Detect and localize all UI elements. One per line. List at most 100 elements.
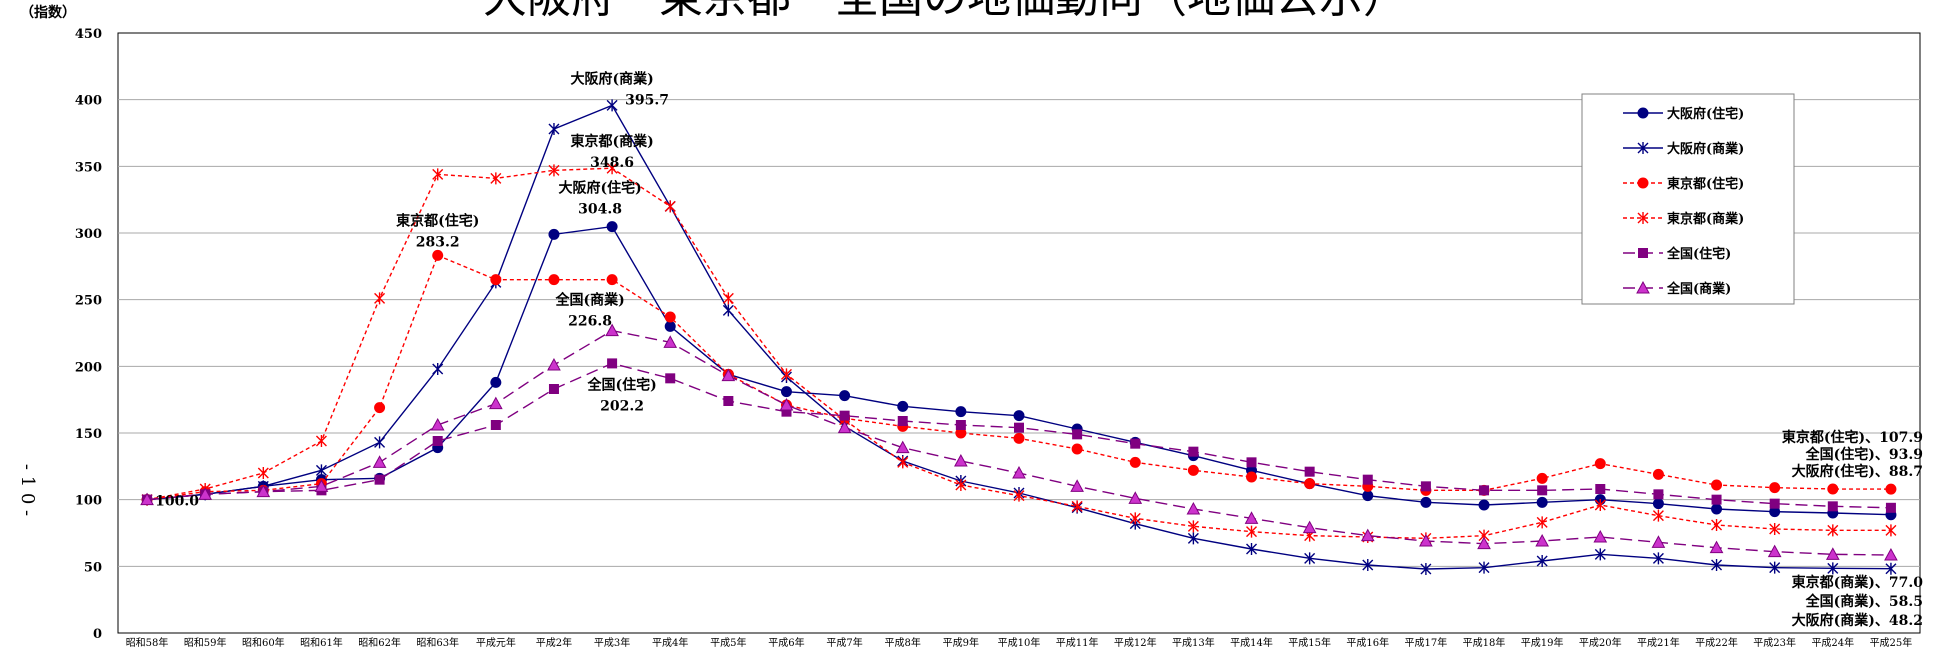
data-point bbox=[490, 172, 502, 185]
data-point bbox=[488, 396, 503, 410]
end-label: 東京都(住宅)、107.9 bbox=[1782, 429, 1923, 446]
y-tick-label: 50 bbox=[84, 560, 102, 575]
data-label: 東京都(商業) bbox=[570, 133, 653, 150]
data-point bbox=[1709, 540, 1724, 554]
legend-marker bbox=[1636, 280, 1650, 294]
data-point bbox=[1304, 552, 1316, 565]
data-point bbox=[1246, 471, 1258, 483]
data-point bbox=[839, 390, 851, 402]
data-point bbox=[723, 396, 734, 406]
data-point bbox=[664, 311, 676, 323]
x-tick-label: 平成14年 bbox=[1230, 636, 1273, 649]
end-label: 大阪府(商業)、48.2 bbox=[1792, 612, 1923, 629]
plot-frame bbox=[117, 32, 1921, 634]
data-point bbox=[779, 397, 794, 411]
data-point bbox=[547, 357, 561, 371]
data-label: 大阪府(住宅) bbox=[558, 180, 641, 197]
data-label: 全国(住宅) bbox=[586, 376, 656, 393]
data-point bbox=[1188, 446, 1199, 457]
data-point bbox=[721, 368, 736, 382]
x-tick-label: 平成5年 bbox=[710, 636, 746, 649]
data-point bbox=[1536, 496, 1548, 508]
data-point bbox=[1186, 501, 1201, 515]
data-point bbox=[548, 228, 560, 240]
legend-marker bbox=[1638, 248, 1648, 258]
data-point bbox=[1246, 525, 1258, 538]
data-point bbox=[1477, 536, 1491, 550]
y-tick-label: 400 bbox=[75, 94, 102, 109]
x-tick-label: 平成7年 bbox=[826, 636, 862, 649]
data-point bbox=[606, 274, 618, 286]
data-point bbox=[374, 474, 385, 485]
data-point bbox=[1593, 529, 1608, 543]
x-tick-label: 昭和62年 bbox=[358, 636, 401, 649]
data-point bbox=[780, 368, 792, 381]
data-point bbox=[1711, 503, 1723, 515]
y-axis-label: （指数） bbox=[20, 4, 76, 21]
data-point bbox=[1769, 561, 1781, 574]
data-point bbox=[1072, 429, 1083, 440]
x-tick-label: 昭和63年 bbox=[416, 636, 459, 649]
x-tick-label: 平成25年 bbox=[1870, 636, 1913, 649]
data-label: 348.6 bbox=[590, 155, 634, 171]
data-point bbox=[1652, 509, 1664, 522]
data-point bbox=[1420, 481, 1431, 492]
legend-label: 東京都(住宅) bbox=[1667, 176, 1744, 192]
data-point bbox=[1652, 498, 1664, 510]
data-point bbox=[897, 416, 908, 426]
data-point bbox=[1885, 502, 1896, 513]
y-tick-label: 450 bbox=[75, 27, 102, 42]
data-point bbox=[1653, 489, 1664, 500]
series-group bbox=[140, 99, 1898, 575]
data-point bbox=[198, 487, 213, 500]
data-point bbox=[140, 492, 154, 506]
data-point bbox=[1594, 499, 1606, 511]
legend-marker bbox=[1637, 107, 1649, 119]
data-point bbox=[490, 420, 501, 430]
data-point bbox=[1594, 548, 1606, 561]
data-point bbox=[1827, 483, 1839, 495]
data-point bbox=[314, 479, 329, 492]
data-point bbox=[1246, 457, 1257, 468]
legend-box bbox=[1581, 93, 1795, 305]
data-point bbox=[897, 456, 909, 469]
data-point bbox=[1536, 516, 1548, 529]
data-point bbox=[955, 479, 967, 491]
data-point bbox=[1825, 547, 1840, 560]
x-tick-label: 平成9年 bbox=[943, 636, 979, 649]
x-tick-label: 平成22年 bbox=[1695, 636, 1738, 649]
data-point bbox=[315, 464, 327, 477]
data-point bbox=[1128, 491, 1143, 504]
data-point bbox=[1187, 532, 1199, 545]
x-tick-label: 平成16年 bbox=[1346, 636, 1389, 649]
data-point bbox=[664, 200, 676, 213]
data-label: 226.8 bbox=[568, 314, 612, 330]
data-point bbox=[1767, 544, 1782, 558]
data-point bbox=[897, 400, 909, 412]
data-label: 東京都(住宅) bbox=[396, 212, 479, 229]
data-point bbox=[1535, 533, 1550, 547]
data-point bbox=[781, 406, 792, 417]
legend-label: 全国(住宅) bbox=[1666, 246, 1731, 262]
x-tick-label: 平成10年 bbox=[998, 636, 1041, 649]
data-point bbox=[1362, 474, 1373, 485]
data-point bbox=[432, 249, 444, 261]
data-point bbox=[1885, 483, 1897, 495]
data-point bbox=[722, 292, 734, 305]
data-point bbox=[780, 386, 792, 398]
data-point bbox=[256, 484, 271, 498]
grid: 0 50 100 150 200 250 300 350 400 450 昭和58年 昭和59年 昭和6… bbox=[75, 27, 1921, 649]
data-point bbox=[490, 376, 502, 388]
data-point bbox=[1769, 498, 1780, 509]
legend-marker bbox=[1637, 142, 1649, 154]
x-tick-label: 平成4年 bbox=[652, 636, 688, 649]
data-point bbox=[1827, 562, 1839, 575]
annotations: 100.0 大阪府(商業) 395.7 東京都(商業) 348.6 大阪府(住宅) 304.… bbox=[155, 70, 1923, 629]
data-point bbox=[605, 323, 619, 337]
data-point bbox=[1420, 563, 1432, 575]
legend-label: 全国(商業) bbox=[1666, 281, 1731, 297]
data-point bbox=[1769, 523, 1781, 535]
legend-marker bbox=[1637, 177, 1649, 189]
data-point bbox=[1652, 552, 1664, 565]
